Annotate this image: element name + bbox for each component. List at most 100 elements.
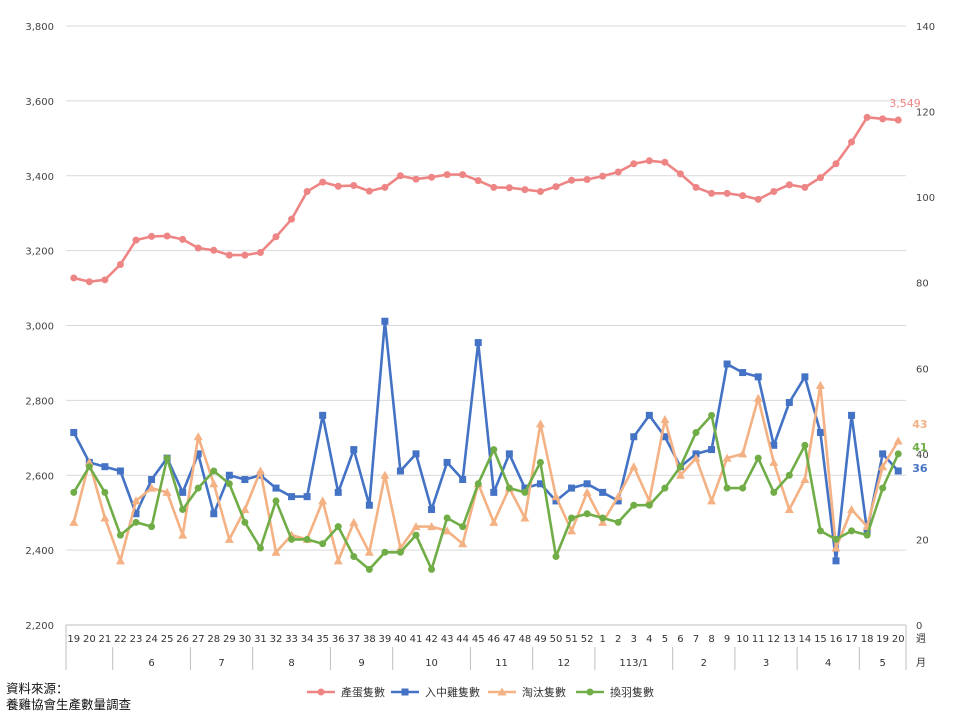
- data-point: [132, 518, 140, 526]
- data-point: [847, 504, 857, 513]
- data-point: [490, 488, 498, 496]
- left-tick-label: 2,400: [25, 546, 54, 557]
- week-label: 43: [441, 634, 454, 645]
- end-data-label: 3,549: [889, 97, 921, 110]
- week-label: 28: [207, 634, 220, 645]
- data-point: [583, 175, 591, 183]
- data-point: [815, 380, 825, 389]
- week-label: 2: [615, 634, 621, 645]
- x-axis: 19 20 21 22 23 24 25 26 27 28 29 30 31 32 33 34 35 36 37 38…: [65, 625, 926, 670]
- data-point: [225, 251, 233, 259]
- source-line-1: 資料來源：: [6, 681, 69, 696]
- week-label: 52: [581, 634, 594, 645]
- legend-label: 淘汰隻數: [522, 685, 566, 699]
- data-point: [318, 496, 328, 505]
- week-label: 38: [363, 634, 376, 645]
- data-point: [676, 170, 684, 178]
- data-point: [272, 497, 280, 505]
- data-point: [613, 492, 623, 501]
- series-2: [70, 317, 902, 565]
- data-point: [816, 428, 824, 436]
- week-label: 34: [301, 634, 314, 645]
- data-point: [660, 415, 670, 424]
- right-tick-label: 100: [916, 193, 935, 204]
- data-point: [599, 514, 607, 522]
- data-point: [365, 501, 373, 509]
- data-point: [754, 195, 762, 203]
- grid-lines: [66, 25, 906, 626]
- month-label: 7: [218, 658, 224, 669]
- data-point: [132, 236, 140, 244]
- data-point: [194, 244, 202, 252]
- data-point: [458, 539, 468, 548]
- data-point: [241, 518, 249, 526]
- data-point: [739, 484, 747, 492]
- week-label: 41: [410, 634, 423, 645]
- end-data-label: 43: [912, 418, 927, 431]
- data-point: [70, 428, 78, 436]
- week-label: 20: [83, 634, 96, 645]
- series-line: [73, 116, 899, 284]
- week-label: 49: [534, 634, 547, 645]
- legend-item: 換羽隻數: [576, 685, 654, 699]
- week-label: 39: [379, 634, 392, 645]
- data-point: [148, 476, 156, 484]
- data-point: [412, 531, 420, 539]
- right-tick-label: 140: [916, 22, 935, 33]
- data-point: [116, 467, 124, 475]
- data-point: [288, 215, 296, 223]
- data-point: [863, 527, 871, 535]
- data-point: [70, 274, 78, 282]
- data-point: [116, 260, 124, 268]
- data-point: [848, 527, 856, 535]
- series-line: [72, 319, 900, 563]
- data-point: [816, 527, 824, 535]
- right-tick-label: 120: [916, 108, 935, 119]
- data-point: [317, 688, 325, 696]
- data-point: [567, 526, 577, 535]
- data-point: [801, 441, 809, 449]
- data-point: [816, 174, 824, 182]
- data-point: [848, 138, 856, 146]
- data-point: [115, 556, 125, 565]
- week-label: 44: [456, 634, 469, 645]
- series-line: [72, 384, 900, 563]
- data-point: [209, 479, 219, 488]
- data-point: [586, 688, 594, 696]
- data-point: [551, 492, 561, 501]
- data-point: [708, 189, 716, 197]
- data-point: [661, 484, 669, 492]
- data-point: [832, 557, 840, 565]
- data-point: [568, 484, 576, 492]
- data-point: [863, 113, 871, 121]
- data-point: [178, 530, 188, 539]
- data-point: [319, 540, 327, 548]
- x-unit-month: 月: [916, 657, 926, 669]
- data-point: [848, 411, 856, 419]
- data-point: [381, 317, 389, 325]
- data-point: [723, 360, 731, 368]
- data-point: [552, 553, 560, 561]
- data-point: [147, 483, 157, 492]
- data-point: [801, 373, 809, 381]
- data-point: [459, 171, 467, 179]
- week-label: 14: [799, 634, 812, 645]
- data-point: [832, 535, 840, 543]
- data-point: [894, 450, 902, 458]
- data-point: [411, 522, 421, 531]
- data-point: [474, 480, 482, 488]
- data-point: [303, 493, 311, 501]
- series-3: [69, 380, 903, 565]
- data-point: [381, 548, 389, 556]
- data-point: [645, 501, 653, 509]
- data-point: [179, 488, 187, 496]
- week-label: 51: [565, 634, 578, 645]
- week-label: 9: [724, 634, 730, 645]
- right-axis-ticks: 0 20 40 60 80 100 120 140: [916, 22, 935, 632]
- week-label: 25: [161, 634, 174, 645]
- data-point: [784, 504, 794, 513]
- data-point: [785, 181, 793, 189]
- right-tick-label: 40: [916, 450, 929, 461]
- legend: 產蛋隻數 入中雞隻數 淘汰隻數 換羽隻數: [307, 685, 654, 699]
- data-point: [442, 526, 452, 535]
